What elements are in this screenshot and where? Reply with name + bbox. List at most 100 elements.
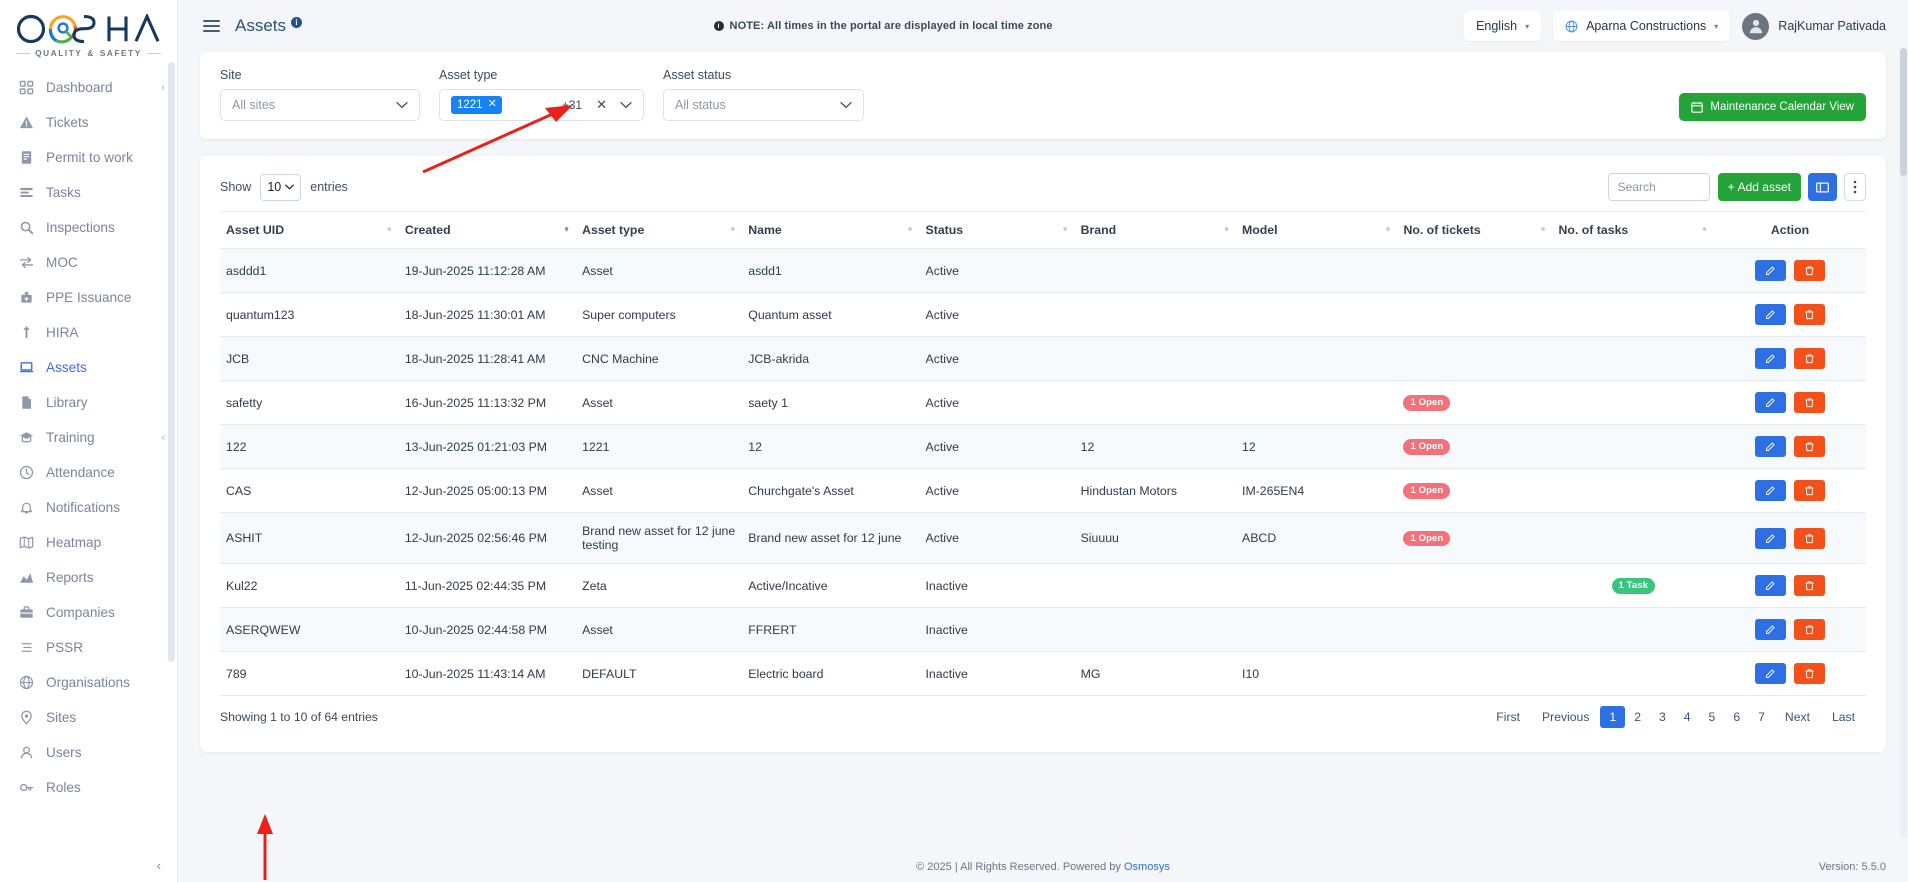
pagination-page-7[interactable]: 7 [1758,710,1765,724]
sidebar-item-heatmap[interactable]: Heatmap [0,525,177,560]
table-row[interactable]: ASHIT 12-Jun-2025 02:56:46 PM Brand new as… [220,512,1866,564]
delete-row-button[interactable] [1793,663,1825,684]
tickets-badge[interactable]: 1 Open [1403,439,1451,455]
delete-row-button[interactable] [1793,392,1825,413]
close-icon[interactable]: ✕ [487,97,497,110]
delete-row-button[interactable] [1793,260,1825,281]
sidebar-item-ppe-issuance[interactable]: PPE Issuance [0,280,177,315]
sort-toggle-icon[interactable]: ▲ ▼ [385,225,393,234]
table-row[interactable]: safetty 16-Jun-2025 11:13:32 PM Asset saety… [220,380,1866,425]
language-selector[interactable]: English ▾ [1464,11,1542,41]
delete-row-button[interactable] [1793,304,1825,325]
sort-toggle-icon[interactable]: ▲ ▼ [1701,225,1708,234]
pagination-page-3[interactable]: 3 [1658,710,1666,724]
column-header-created[interactable]: Created ▲ ▼ [398,211,577,249]
column-header-no-of-tickets[interactable]: No. of tickets ▲ ▼ [1397,211,1553,249]
pagination-page-4[interactable]: 4 [1683,710,1691,724]
chevron-left-icon[interactable]: ‹ [161,432,165,443]
sidebar-item-users[interactable]: Users [0,735,177,770]
asset-type-tag[interactable]: 1221 ✕ [451,95,502,115]
sidebar-item-notifications[interactable]: Notifications [0,490,177,525]
pagination-page-5[interactable]: 5 [1708,710,1716,724]
pagination-next[interactable]: Next [1784,710,1810,724]
column-header-no-of-tasks[interactable]: No. of tasks ▲ ▼ [1552,211,1714,249]
site-select[interactable]: All sites [220,89,420,121]
hamburger-icon[interactable] [202,17,221,35]
sort-toggle-icon[interactable]: ▲ ▼ [1061,225,1069,234]
sidebar-item-tasks[interactable]: Tasks [0,175,177,210]
pagination-previous[interactable]: Previous [1542,710,1590,724]
edit-row-button[interactable] [1754,260,1786,281]
sidebar-item-attendance[interactable]: Attendance [0,455,177,490]
edit-row-button[interactable] [1754,436,1786,457]
column-header-status[interactable]: Status ▲ ▼ [919,211,1075,249]
sidebar-item-organisations[interactable]: Organisations [0,665,177,700]
tickets-badge[interactable]: 1 Open [1403,483,1451,499]
sidebar-scrollbar[interactable] [168,62,175,662]
tickets-badge[interactable]: 1 Open [1403,530,1451,547]
edit-row-button[interactable] [1754,304,1786,325]
sidebar-item-sites[interactable]: Sites [0,700,177,735]
osmosys-link[interactable]: Osmosys [1124,861,1170,873]
sidebar-item-roles[interactable]: Roles [0,770,177,805]
table-row[interactable]: ASERQWEW 10-Jun-2025 02:44:58 PM Asset FFRE… [220,607,1866,652]
asset-type-select[interactable]: 1221 ✕ +31 ✕ [439,89,644,121]
table-row[interactable]: 122 13-Jun-2025 01:21:03 PM 1221 12 Active 12… [220,424,1866,469]
sort-toggle-icon[interactable]: ▲ ▼ [1384,225,1392,234]
sidebar-item-hira[interactable]: HIRA [0,315,177,350]
column-visibility-button[interactable] [1808,173,1837,201]
sort-toggle-icon[interactable]: ▲ ▼ [906,225,914,234]
sidebar-item-assets[interactable]: Assets [0,350,177,385]
entries-per-page-select[interactable]: 10 [260,173,302,201]
sidebar-collapse-button[interactable]: ‹ [0,848,177,882]
edit-row-button[interactable] [1754,480,1786,501]
pagination-page-1[interactable]: 1 [1600,706,1626,728]
delete-row-button[interactable] [1793,348,1825,369]
table-row[interactable]: JCB 18-Jun-2025 11:28:41 AM CNC Machine JCB… [220,336,1866,381]
search-input[interactable] [1607,173,1710,201]
sort-toggle-icon[interactable]: ▲ ▼ [729,225,737,234]
pagination-last[interactable]: Last [1831,710,1855,724]
column-header-asset-uid[interactable]: Asset UID ▲ ▼ [220,211,399,249]
sidebar-item-permit-to-work[interactable]: Permit to work [0,140,177,175]
sidebar-item-tickets[interactable]: Tickets [0,105,177,140]
sort-toggle-icon[interactable]: ▲ ▼ [1539,225,1547,234]
pagination-first[interactable]: First [1496,710,1520,724]
column-header-name[interactable]: Name ▲ ▼ [742,211,920,249]
sidebar-item-library[interactable]: Library [0,385,177,420]
edit-row-button[interactable] [1754,527,1786,549]
sidebar-item-reports[interactable]: Reports [0,560,177,595]
maintenance-calendar-view-button[interactable]: Maintenance Calendar View [1679,93,1866,121]
table-row[interactable]: 789 10-Jun-2025 11:43:14 AM DEFAULT Electri… [220,651,1866,696]
delete-row-button[interactable] [1793,480,1825,501]
delete-row-button[interactable] [1793,619,1825,640]
page-scrollbar[interactable] [1900,48,1907,838]
tasks-badge[interactable]: 1 Task [1611,578,1655,594]
table-row[interactable]: Kul22 11-Jun-2025 02:44:35 PM Zeta Active/I… [220,563,1866,608]
edit-row-button[interactable] [1754,619,1786,640]
pagination-page-6[interactable]: 6 [1733,710,1741,724]
tickets-badge[interactable]: 1 Open [1403,395,1451,411]
logo[interactable]: QUALITY & SAFETY [0,0,177,68]
sidebar-item-inspections[interactable]: Inspections [0,210,177,245]
sidebar-item-dashboard[interactable]: Dashboard ‹ [0,70,177,105]
table-row[interactable]: CAS 12-Jun-2025 05:00:13 PM Asset Churchgat… [220,468,1866,513]
sidebar-item-pssr[interactable]: PSSR [0,630,177,665]
column-header-asset-type[interactable]: Asset type ▲ ▼ [576,211,743,249]
scrollbar-thumb[interactable] [1900,48,1907,176]
more-options-button[interactable] [1844,173,1866,201]
delete-row-button[interactable] [1793,575,1825,596]
edit-row-button[interactable] [1754,392,1786,413]
delete-row-button[interactable] [1793,436,1825,457]
pagination-page-2[interactable]: 2 [1634,710,1641,724]
edit-row-button[interactable] [1754,348,1786,369]
column-header-model[interactable]: Model ▲ ▼ [1236,211,1398,249]
clear-icon[interactable]: ✕ [596,97,607,112]
edit-row-button[interactable] [1754,575,1786,596]
info-icon[interactable]: i [291,17,303,28]
sidebar-item-moc[interactable]: MOC [0,245,177,280]
organisation-selector[interactable]: Aparna Constructions ▾ [1553,11,1731,41]
table-row[interactable]: asddd1 19-Jun-2025 11:12:28 AM Asset asdd1 A… [220,248,1866,293]
edit-row-button[interactable] [1754,663,1786,684]
sort-toggle-icon[interactable]: ▲ ▼ [1223,225,1231,234]
